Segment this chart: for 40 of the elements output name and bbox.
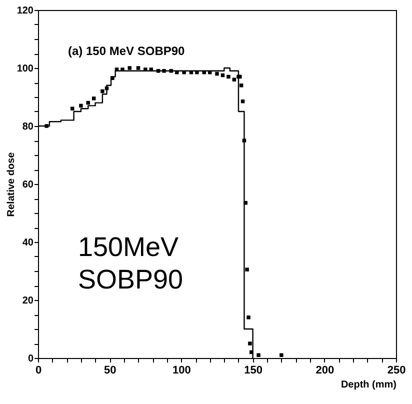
point (44, 124, 48, 128)
point (248, 342, 252, 346)
point (242, 138, 246, 142)
point (232, 78, 236, 82)
point (79, 104, 83, 108)
point (245, 268, 249, 272)
y-tick-label: 40 (22, 238, 34, 248)
x-axis-title: Depth (mm) (340, 380, 396, 390)
annotation: 150MeV SOBP90 (78, 232, 184, 294)
y-tick-label: 20 (22, 296, 34, 306)
y-tick-label: 100 (16, 64, 34, 74)
y-tick-label: 0 (28, 354, 34, 364)
y-tick-label: 120 (16, 6, 34, 16)
point (92, 96, 96, 100)
point (246, 316, 250, 320)
point (114, 68, 119, 72)
point (239, 84, 244, 88)
point (156, 69, 160, 73)
x-tick-label: 50 (104, 364, 116, 376)
x-tick-label: 100 (172, 364, 191, 376)
point (280, 353, 284, 357)
point (136, 66, 140, 70)
x-tick-label: 150 (244, 364, 262, 376)
point (215, 72, 219, 76)
point (162, 69, 166, 73)
point (100, 89, 104, 94)
point (70, 106, 74, 110)
point (128, 66, 132, 70)
point (256, 353, 260, 357)
y-axis-title: Relative dose (6, 152, 17, 217)
point (110, 76, 114, 80)
point (226, 74, 230, 79)
x-tick-label: 0 (35, 364, 42, 376)
y-tick-label: 80 (22, 122, 34, 132)
point (86, 100, 90, 105)
point (169, 69, 174, 73)
annotation: (a) 150 MeV SOBP90 (68, 44, 186, 58)
x-tick-label: 200 (316, 364, 334, 376)
y-tick-label: 60 (22, 180, 34, 190)
x-tick-label: 250 (387, 364, 406, 376)
